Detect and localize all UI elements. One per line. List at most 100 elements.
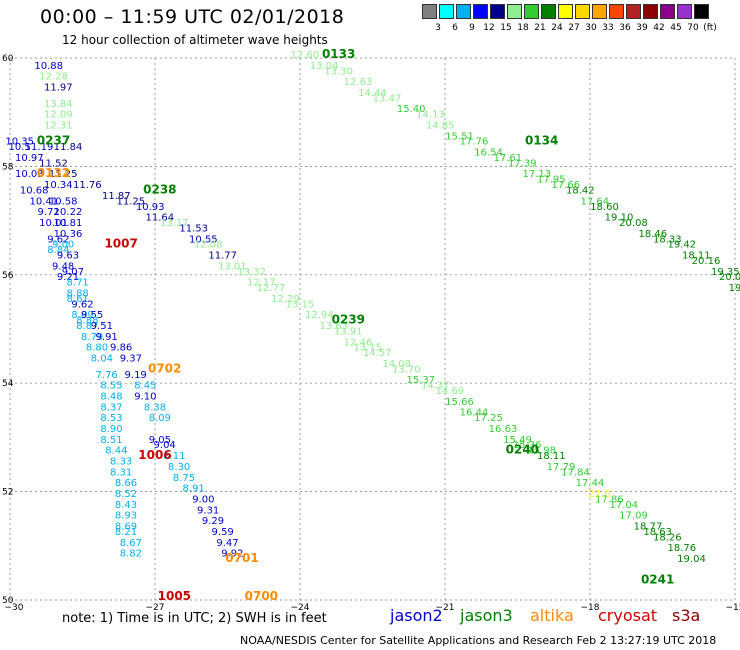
wave-height-value: 9.19: [125, 370, 147, 381]
wave-height-value: 9.10: [134, 391, 156, 402]
wave-height-value: 8.91: [183, 484, 205, 495]
wave-height-value: 9.21: [57, 272, 79, 283]
pass-label: 0701: [225, 551, 258, 565]
wave-height-value: 9.00: [192, 494, 214, 505]
wave-height-value: 19.35: [711, 267, 740, 278]
wave-height-value: 11.97: [44, 83, 73, 94]
pass-label: 0702: [148, 361, 181, 375]
wave-height-value: 9.63: [57, 251, 79, 262]
legend-swatch: [643, 4, 658, 19]
wave-height-value: 8.82: [120, 549, 142, 560]
wave-height-value: 10.22: [54, 207, 83, 218]
wave-height-value: 8.87: [76, 321, 98, 332]
wave-height-value: 8.45: [134, 381, 156, 392]
wave-height-value: 14.37: [421, 381, 450, 392]
wave-height-value: 14.57: [363, 348, 392, 359]
wave-height-value: 13.01: [218, 261, 247, 272]
wave-height-value: 17.79: [547, 462, 576, 473]
latitude-tick-label: 58: [2, 162, 14, 172]
wave-height-value: 11.87: [102, 191, 131, 202]
wave-height-value: 12.31: [44, 120, 73, 131]
legend-swatch: [507, 4, 522, 19]
wave-height-value: 10.88: [34, 61, 63, 72]
wave-height-value: 8.30: [168, 462, 190, 473]
wave-height-value: 8.66: [115, 478, 137, 489]
wave-height-value: 17.76: [460, 137, 489, 148]
wave-height-value: 17.44: [576, 478, 605, 489]
pass-label: 0240: [506, 443, 539, 457]
latitude-tick-label: 52: [2, 488, 13, 498]
satellite-label: s3a: [672, 606, 701, 625]
wave-height-value: 13.70: [392, 364, 421, 375]
legend-label: 15: [500, 23, 512, 33]
wave-height-value: 9.48: [52, 261, 74, 272]
wave-height-value: 10.68: [20, 186, 49, 197]
wave-height-value: 9.59: [212, 527, 234, 538]
legend-swatch: [558, 4, 573, 19]
wave-height-value: 18.76: [668, 543, 697, 554]
wave-height-value: 18.46: [639, 229, 668, 240]
pass-label: 0132: [37, 166, 70, 180]
wave-height-value: 11.25: [117, 196, 146, 207]
latitude-tick-label: 56: [2, 271, 14, 281]
wave-height-value: 9.86: [110, 343, 132, 354]
wave-height-value: 11.77: [208, 251, 237, 262]
legend-label: 27: [568, 23, 580, 33]
wave-height-value: 12.08: [194, 240, 223, 251]
wave-height-value: 17.95: [537, 175, 566, 186]
wave-height-value: 13.15: [286, 299, 315, 310]
legend-swatch: [609, 4, 624, 19]
satellite-label: jason2: [390, 606, 443, 625]
wave-height-value: 10.5: [9, 142, 31, 153]
wave-height-value: 7.76: [96, 370, 118, 381]
wave-height-value: 9.72: [38, 207, 60, 218]
wave-height-value: 8.51: [100, 435, 122, 446]
wave-height-value: 8.04: [91, 354, 113, 365]
wave-height-value: 13.30: [324, 66, 353, 77]
wave-height-value: 9.04: [154, 440, 176, 451]
wave-height-value: 13.91: [334, 326, 363, 337]
wave-height-value: 19: [729, 283, 740, 294]
wave-height-value: 12.17: [247, 278, 276, 289]
legend-swatch: [490, 4, 505, 19]
pass-label: 0237: [37, 134, 70, 148]
wave-height-value: 11.64: [146, 213, 175, 224]
longitude-tick-label: −21: [436, 603, 455, 613]
wave-height-value: 9.47: [216, 538, 238, 549]
legend-label: 42: [653, 23, 665, 33]
wave-height-value: 15.49: [503, 435, 532, 446]
wave-height-value: 17.64: [581, 196, 610, 207]
legend-label: 18: [517, 23, 529, 33]
legend-swatch: [541, 4, 556, 19]
wave-height-value: 8.90: [100, 424, 122, 435]
pass-label: 0238: [143, 183, 176, 197]
longitude-tick-label: −18: [581, 603, 600, 613]
legend-swatch: [677, 4, 692, 19]
wave-height-value: 17.66: [552, 180, 581, 191]
legend-label: 33: [602, 23, 614, 33]
units-note: note: 1) Time is in UTC; 2) SWH is in fe…: [62, 611, 327, 626]
credit-footer: NOAA/NESDIS Center for Satellite Applica…: [240, 634, 717, 647]
wave-height-value: 9.92: [221, 549, 243, 560]
wave-height-value: 15.36: [513, 440, 542, 451]
wave-height-value: 8.53: [100, 413, 122, 424]
wave-height-value: 8.09: [149, 413, 171, 424]
wave-height-value: 13.47: [373, 93, 402, 104]
wave-height-value: 11.19: [25, 142, 54, 153]
wave-height-value: 14.44: [358, 88, 387, 99]
wave-height-value: 17.39: [508, 158, 537, 169]
wave-height-value: 8.93: [115, 511, 137, 522]
wave-height-value: 9.00: [52, 240, 74, 251]
wave-height-value: 8.21: [115, 527, 137, 538]
wave-height-value: 18.26: [653, 532, 682, 543]
wave-height-value: 14.85: [426, 120, 455, 131]
wave-height-value: 17.09: [619, 511, 648, 522]
wave-height-value: 8.11: [163, 451, 185, 462]
wave-height-value: 18.77: [634, 522, 663, 533]
wave-height-value: 18.33: [653, 234, 682, 245]
legend-swatch: [473, 4, 488, 19]
wave-height-value: 17.13: [523, 169, 552, 180]
pass-label: 0133: [322, 47, 355, 61]
legend-label: 6: [452, 23, 458, 33]
